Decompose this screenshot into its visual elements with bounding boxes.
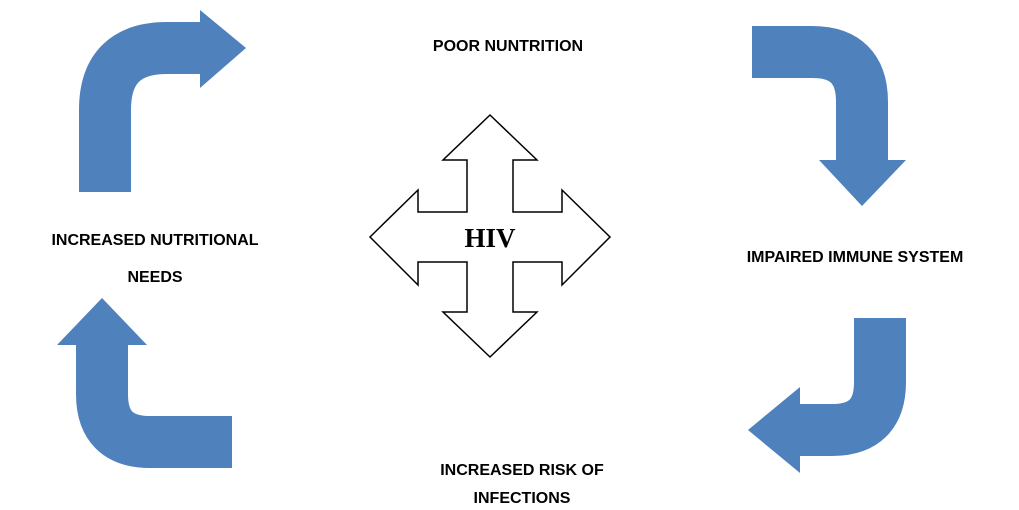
cycle-arrow-bottom-right [748, 318, 906, 473]
node-label: NEEDS [127, 269, 182, 286]
arrow-head [57, 298, 147, 345]
cycle-arrow-bottom-left [57, 298, 232, 468]
node-label: POOR NUNTRITION [433, 38, 583, 55]
node-label: INFECTIONS [474, 490, 571, 507]
cycle-arrow-top-right [752, 26, 906, 206]
arrow-band [76, 343, 232, 468]
node-label: INCREASED NUTRITIONAL [51, 232, 258, 249]
cycle-arrow-top-left [79, 10, 246, 192]
node-label: IMPAIRED IMMUNE SYSTEM [747, 249, 964, 266]
center-label: HIV [464, 223, 516, 253]
four-way-arrow [368, 113, 612, 359]
arrow-band [752, 26, 888, 162]
arrow-band [798, 318, 906, 456]
arrow-head [748, 387, 800, 473]
node-label: INCREASED RISK OF [440, 462, 604, 479]
arrow-band [79, 22, 202, 192]
arrow-head [819, 160, 906, 206]
arrow-head [200, 10, 246, 88]
